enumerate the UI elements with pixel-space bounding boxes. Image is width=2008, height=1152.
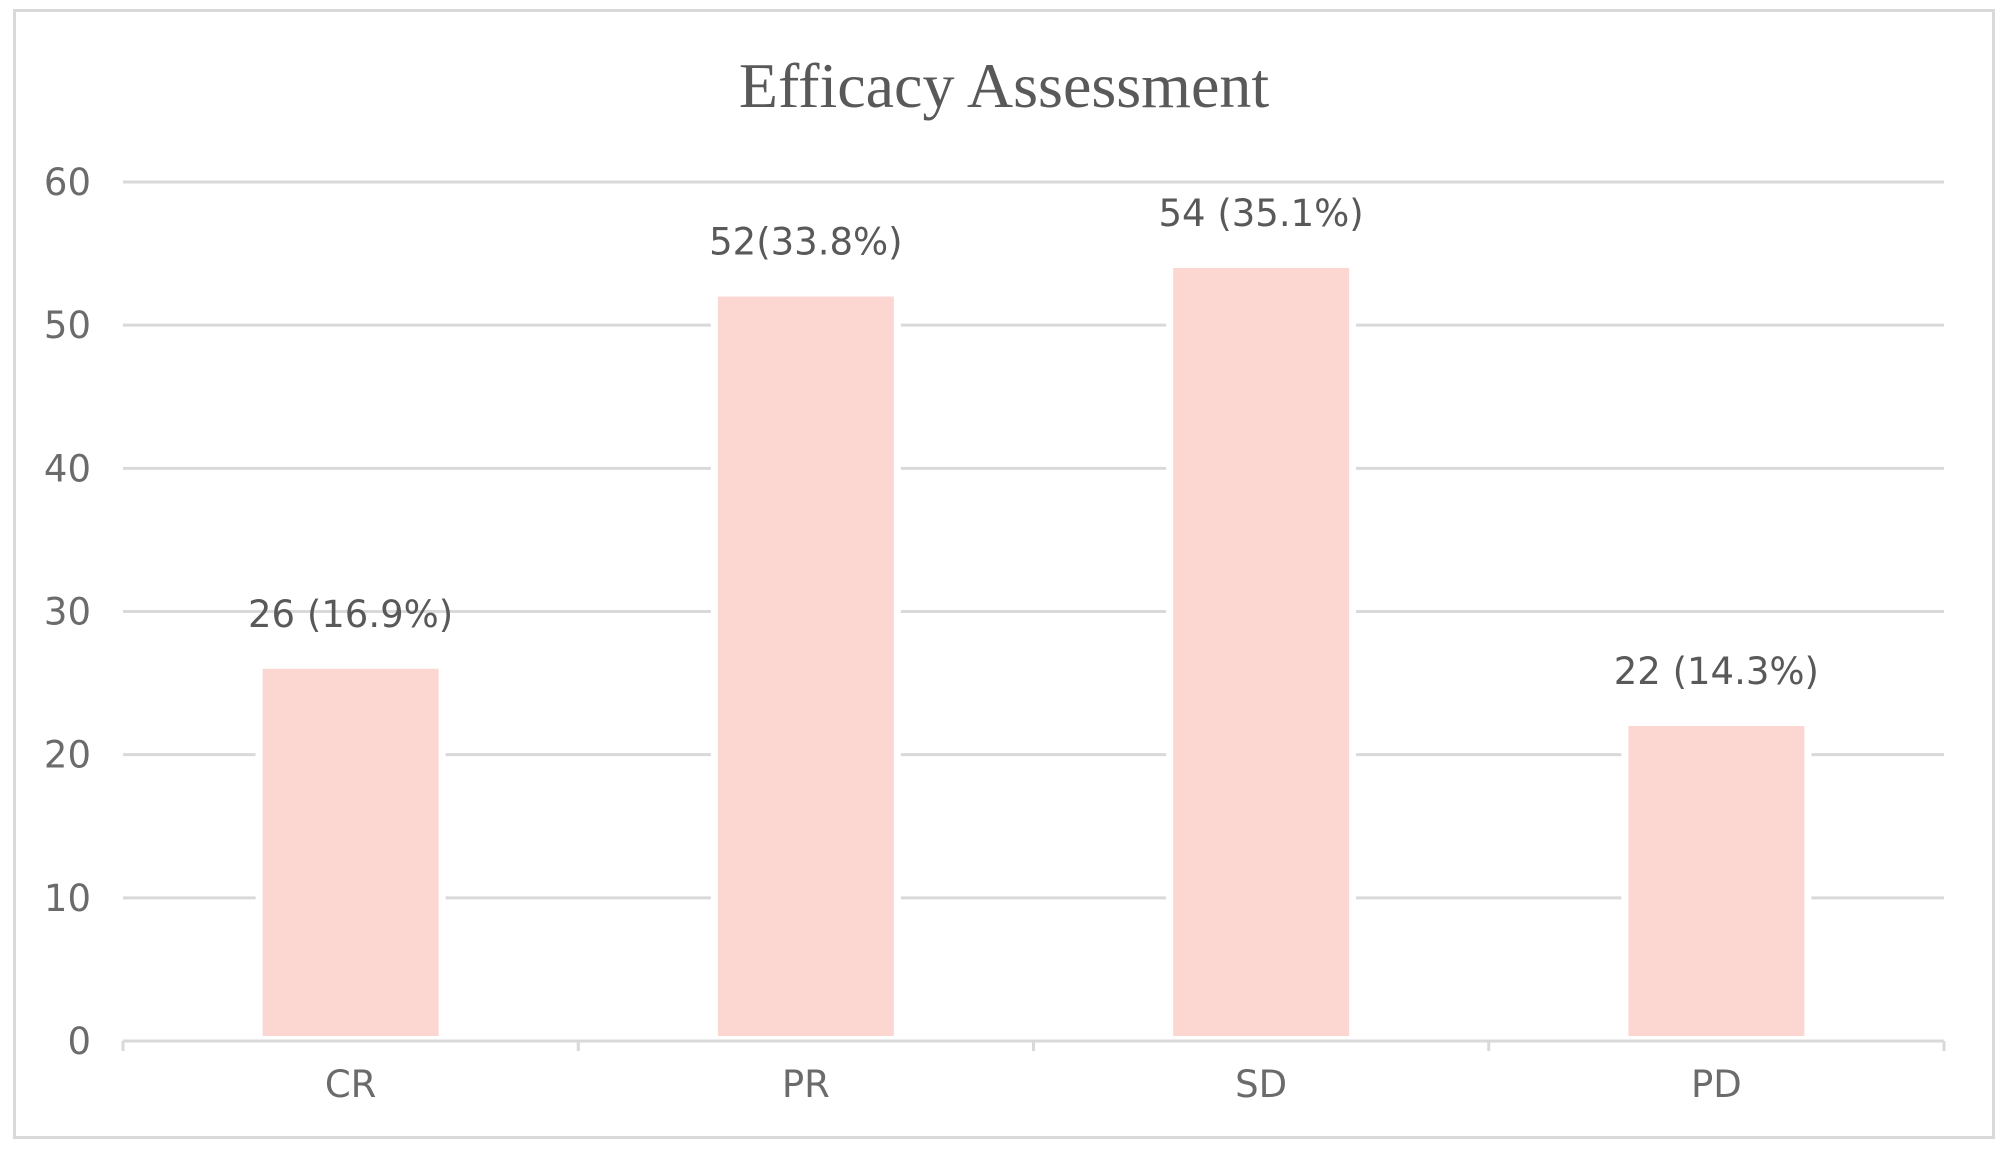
y-axis-ticks: 0 10 20 30 40 50 60 — [44, 161, 91, 1063]
bar — [1628, 726, 1805, 1036]
x-tick-label: SD — [1235, 1063, 1287, 1106]
y-tick-label: 40 — [44, 447, 91, 490]
y-tick-label: 0 — [67, 1020, 91, 1063]
y-tick-label: 60 — [44, 161, 91, 204]
x-tick-label: PR — [782, 1063, 830, 1106]
y-tick-label: 20 — [44, 734, 91, 777]
x-tick-label: PD — [1691, 1063, 1742, 1106]
chart-title: Efficacy Assessment — [739, 50, 1269, 121]
bar — [717, 296, 894, 1036]
data-label: 52(33.8%) — [709, 221, 903, 264]
data-label: 54 (35.1%) — [1158, 192, 1363, 235]
x-tick-label: CR — [325, 1063, 377, 1106]
y-tick-label: 50 — [44, 304, 91, 347]
data-label: 26 (16.9%) — [248, 593, 453, 636]
data-label: 22 (14.3%) — [1614, 650, 1819, 693]
x-axis — [121, 1039, 1946, 1051]
y-tick-label: 10 — [44, 877, 91, 920]
bars — [255, 266, 1812, 1036]
data-labels: 26 (16.9%) 52(33.8%) 54 (35.1%) 22 (14.3%) — [248, 192, 1819, 693]
y-tick-label: 30 — [44, 591, 91, 634]
x-axis-labels: CR PR SD PD — [325, 1063, 1742, 1106]
bar — [262, 668, 439, 1036]
bar — [1173, 267, 1350, 1036]
